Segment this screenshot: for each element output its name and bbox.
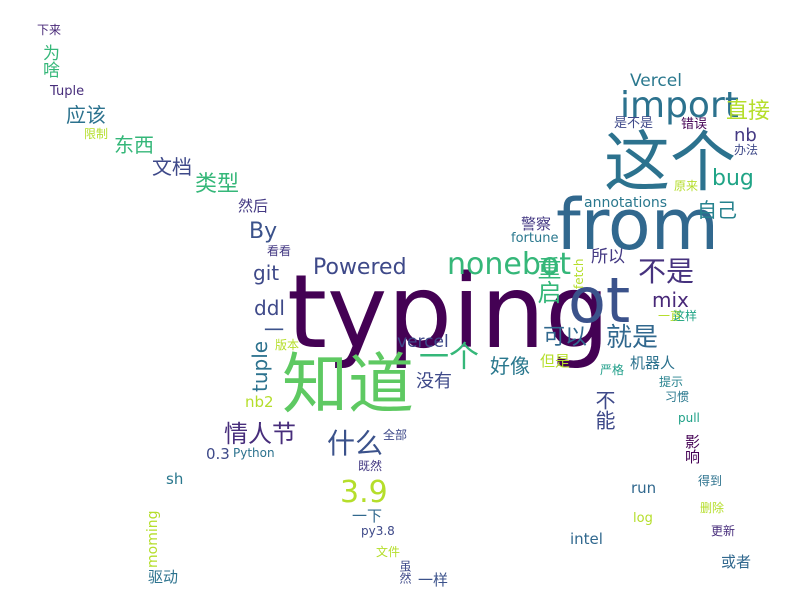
word-powered: Powered [313,255,407,280]
word-gengxin: 更新 [711,524,736,538]
word-zhidao: 知道 [282,346,414,423]
word-dedao: 得到 [698,474,723,488]
word-zheyang: 这样 [673,309,698,323]
word-tishi: 提示 [659,375,684,389]
word-wendang: 文档 [152,155,192,179]
word-weisha: 为啥 [39,44,59,78]
word-by: By [249,219,278,244]
word-wenjian: 文件 [376,545,401,559]
word-fetch: fetch [572,258,586,289]
word-jiqiren: 机器人 [630,354,676,372]
word-buneng: 不能 [592,390,616,430]
word-v03: 0.3 [206,445,230,463]
word-banben: 版本 [275,338,300,352]
word-meiyou: 没有 [416,371,452,392]
word-qingrenjie: 情人节 [224,420,296,448]
word-qudong: 驱动 [148,568,179,586]
word-sh: sh [166,470,184,488]
word-zhijie: 直接 [726,99,771,124]
word-v39: 3.9 [340,475,388,510]
word-dash: 一 [264,318,284,342]
word-yige: 一个 [419,340,479,375]
word-mix: mix [652,288,689,312]
word-run: run [631,479,657,497]
word-zhege: 这个 [604,124,736,201]
word-xianzhi: 限制 [84,127,109,141]
word-xiguan: 习惯 [665,390,690,404]
word-shanchu: 删除 [700,501,725,515]
word-nonebot: nonebot [447,247,571,282]
word-danshi: 但是 [540,352,571,370]
word-yuanlai: 原来 [674,179,699,193]
word-jingcha: 警察 [521,215,552,233]
word-vercel-cap: Vercel [630,71,682,91]
word-ot: ot [568,264,631,337]
word-import: import [620,85,739,126]
word-leixing: 类型 [195,172,240,197]
word-keyi: 可以 [543,325,588,350]
word-ranhou: 然后 [238,197,269,215]
word-bug: bug [712,166,754,191]
word-kankan: 看看 [267,244,292,258]
word-ziji: 自己 [697,198,737,222]
word-nb: nb [734,125,757,146]
word-dongxi: 东西 [114,133,154,157]
word-ddl: ddl [254,296,285,320]
word-intel: intel [570,530,603,548]
word-tuple-cap: Tuple [50,84,85,99]
word-log: log [633,511,653,526]
word-typing: typing [287,253,610,372]
word-banfa: 办法 [734,143,759,157]
word-from: from [556,184,719,266]
word-yinggai: 应该 [66,103,106,127]
word-yange: 严格 [600,363,625,377]
word-huozhe: 或者 [721,553,752,571]
word-py38: py3.8 [361,524,395,538]
word-chongqi: 重启 [533,256,561,304]
word-suiran: 虽然 [398,560,412,584]
word-yingxiang: 影响 [683,434,701,464]
word-nb2: nb2 [245,393,274,411]
word-vercel: vercel [397,332,449,352]
word-jiushi: 就是 [606,323,659,353]
word-xialai: 下来 [37,23,62,37]
word-pull: pull [678,411,700,425]
word-yizhi: 一直 [658,309,683,323]
word-python: Python [233,446,275,460]
word-yiyang: 一样 [418,571,449,589]
word-tuple: tuple [248,340,272,392]
word-shenme: 什么 [327,427,384,460]
word-bushi: 不是 [638,255,695,288]
word-jiran: 既然 [358,459,383,473]
word-shibushi: 是不是 [614,116,654,131]
word-yixia: 一下 [352,507,383,525]
word-quanbu: 全部 [383,428,408,442]
word-annotations: annotations [584,195,668,211]
word-cuowu: 错误 [681,117,708,132]
word-git: git [253,261,280,285]
word-fortune: fortune [511,231,559,246]
word-haoxiang: 好像 [490,354,530,378]
word-moming: moming [145,510,161,569]
word-suoyi: 所以 [591,247,625,267]
